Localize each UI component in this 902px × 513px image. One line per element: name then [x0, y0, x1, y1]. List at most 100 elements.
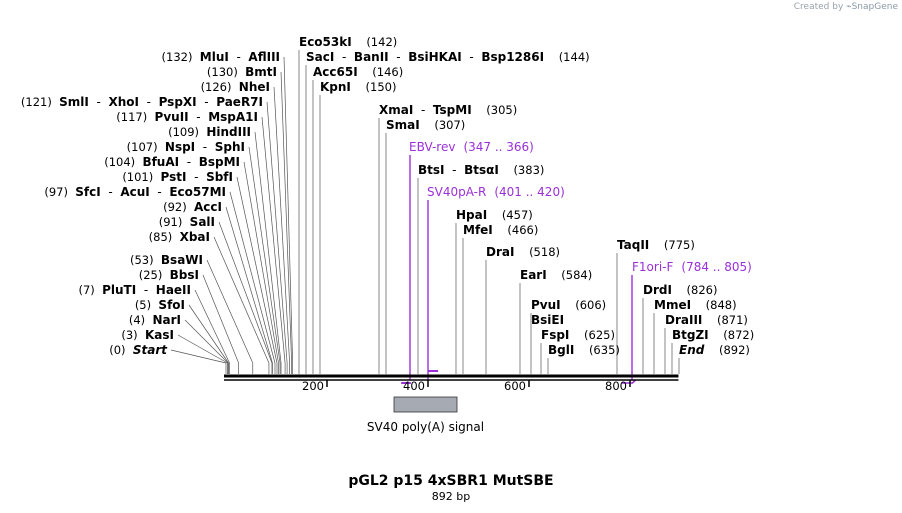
site-label-11: (104) BfuAI - BspMI: [104, 155, 240, 169]
enzyme-name: SphI: [215, 140, 245, 154]
enzyme-name: NarI: [152, 313, 181, 327]
enzyme-name: PvuII: [155, 110, 189, 124]
site-position: (871): [702, 313, 748, 327]
restriction-site-labels: Eco53kI (142)SacI - BanII - BsiHKAI - Bs…: [21, 35, 754, 357]
separator: -: [445, 163, 465, 177]
enzyme-name: DraI: [486, 245, 514, 259]
site-position: (307): [420, 118, 466, 132]
enzyme-name: HaeII: [156, 283, 191, 297]
site-position: (101): [122, 170, 160, 184]
site-position: (117): [116, 110, 154, 124]
enzyme-name: BfuAI: [142, 155, 179, 169]
site-label-39: BtgZI (872): [672, 328, 754, 342]
separator: -: [413, 103, 433, 117]
enzyme-name: BspMI: [199, 155, 240, 169]
site-position: (130): [207, 65, 245, 79]
site-label-28: MfeI (466): [463, 223, 538, 237]
site-label-19: (7) PluTI - HaeII: [78, 283, 191, 297]
primer-range: (347 .. 366): [463, 140, 533, 154]
leader-line: [177, 334, 228, 364]
enzyme-name: AflIII: [248, 50, 280, 64]
site-position: (97): [44, 185, 75, 199]
site-position: (625): [569, 328, 615, 342]
enzyme-name: PstI: [161, 170, 187, 184]
site-position: (53): [130, 253, 161, 267]
enzyme-name: TspMI: [433, 103, 472, 117]
site-label-6: (126) NheI: [201, 80, 270, 94]
leader-line: [213, 236, 270, 364]
site-position: (126): [201, 80, 239, 94]
site-label-15: (91) SalI: [159, 215, 215, 229]
enzyme-name: SmlI: [59, 95, 89, 109]
site-position: (892): [704, 343, 750, 357]
enzyme-name: SfcI: [75, 185, 100, 199]
site-label-38: DraIII (871): [665, 313, 748, 327]
site-label-13: (97) SfcI - AcuI - Eco57MI: [44, 185, 226, 199]
leader-line: [188, 304, 229, 364]
enzyme-name: Eco53kI: [299, 35, 352, 49]
map-title: pGL2 p15 4xSBR1 MutSBE: [348, 473, 554, 489]
site-position: (91): [159, 215, 190, 229]
leader-line: [248, 146, 281, 364]
site-position: (826): [672, 283, 718, 297]
enzyme-name: BbsI: [170, 268, 199, 282]
enzyme-name: PvuI: [531, 298, 561, 312]
separator: -: [139, 95, 159, 109]
site-label-3: KpnI (150): [320, 80, 396, 94]
feature-annotations: SV40 poly(A) signal: [367, 396, 484, 434]
site-position: (7): [78, 283, 102, 297]
snapgene-logo-icon: ⌁: [846, 2, 852, 12]
leader-line: [243, 161, 279, 364]
primer-annotations: EBV-rev (347 .. 366) SV40pA-R (401 .. 420) F…: [401, 140, 752, 384]
feature-box: [393, 396, 458, 413]
enzyme-name: SfoI: [158, 298, 185, 312]
enzyme-name: MspA1I: [208, 110, 258, 124]
separator: -: [150, 185, 170, 199]
primer-range: (784 .. 805): [681, 260, 751, 274]
site-label-23: (0) Start: [109, 343, 168, 357]
site-label-14: (92) AccI: [163, 200, 222, 214]
site-label-20: (5) SfoI: [135, 298, 185, 312]
site-position: (85): [149, 230, 180, 244]
enzyme-name: AccI: [194, 200, 222, 214]
site-label-12: (101) PstI - SbfI: [122, 170, 233, 184]
separator: -: [462, 50, 482, 64]
enzyme-name: FspI: [541, 328, 569, 342]
site-label-32: BsiEI: [531, 313, 564, 327]
enzyme-name: DrdI: [643, 283, 672, 297]
enzyme-name: HpaI: [456, 208, 487, 222]
enzyme-name: Bsp1286I: [481, 50, 544, 64]
enzyme-name: KasI: [145, 328, 174, 342]
enzyme-name: XmaI: [379, 103, 413, 117]
site-position: (5): [135, 298, 159, 312]
primer-label-sv40pa-r: SV40pA-R (401 .. 420): [427, 185, 565, 199]
site-label-36: DrdI (826): [643, 283, 717, 297]
site-position: (4): [129, 313, 153, 327]
site-label-16: (85) XbaI: [149, 230, 210, 244]
snapgene-credit: Created by ⌁SnapGene: [794, 2, 898, 12]
credit-prefix: Created by: [793, 2, 844, 12]
site-label-0: Eco53kI (142): [299, 35, 397, 49]
separator: -: [186, 170, 206, 184]
leader-line: [266, 101, 288, 364]
enzyme-name: SalI: [190, 215, 215, 229]
site-label-37: MmeI (848): [654, 298, 737, 312]
dna-backbone: [224, 374, 679, 381]
enzyme-name: SacI: [306, 50, 334, 64]
leader-line: [229, 191, 276, 364]
primer-label-ebv-rev: EBV-rev (347 .. 366): [409, 140, 534, 154]
ruler-ticks: 200 400 600 800: [302, 379, 631, 393]
enzyme-name: End: [679, 343, 705, 357]
site-label-21: (4) NarI: [129, 313, 181, 327]
enzyme-name: NheI: [239, 80, 270, 94]
site-position: (104): [104, 155, 142, 169]
site-label-5: (130) BmtI: [207, 65, 277, 79]
site-position: (132): [162, 50, 200, 64]
site-label-30: EarI (584): [520, 268, 592, 282]
separator: -: [189, 110, 209, 124]
site-position: (518): [514, 245, 560, 259]
site-position: (635): [574, 343, 620, 357]
site-label-9: (109) HindIII: [168, 125, 251, 139]
primer-label-f1ori-f: F1ori-F (784 .. 805): [632, 260, 752, 274]
